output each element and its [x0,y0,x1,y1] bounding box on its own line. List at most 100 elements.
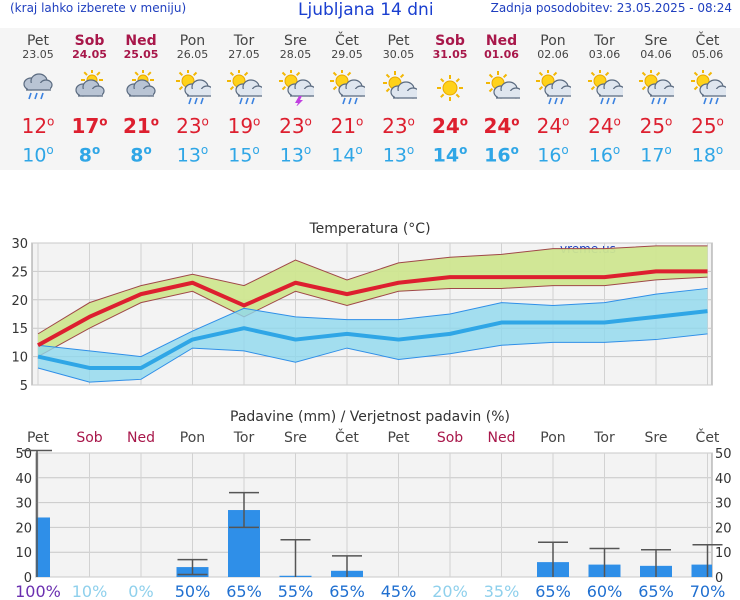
min-temp: 17o [640,143,672,167]
x-tick-label: Ned [127,430,155,446]
y-tick-label-right: 30 [715,497,732,512]
x-tick-label: Čet [335,428,359,446]
sun-cloud-rain-icon [535,69,574,106]
max-temp: 17o [71,114,108,138]
y-tick-label-right: 50 [715,447,732,462]
daily-forecast-strip: Pet 23.05 12o 10o Sob 24.05 17o 8o Ned 25.05 21o 8o… [0,28,740,170]
day-name: Pet [26,33,50,49]
max-temp: 24o [536,114,570,138]
range-band-upper [37,245,708,335]
x-tick-label: Sob [437,430,463,446]
probability-label: 100% [15,582,61,600]
max-temp: 12o [21,114,55,138]
max-temp: 25o [639,114,673,138]
day-column: Pon 02.06 24o 16o [527,28,579,170]
day-column: Pon 26.05 23o 13o [167,28,219,170]
x-tick-label: Tor [593,430,615,446]
x-tick-label: Pon [180,430,205,446]
max-temp: 23o [176,114,209,138]
y-tick-label-right: 40 [715,472,732,487]
last-update: Zadnja posodobitev: 23.05.2025 - 08:24 [490,1,732,15]
max-temp: 25o [691,114,724,138]
day-date: 24.05 [72,48,107,61]
header: (kraj lahko izberete v meniju) Ljubljana… [0,0,740,22]
max-temp: 24o [431,114,469,138]
day-date: 01.06 [484,48,519,61]
day-name: Sob [435,33,465,49]
day-date: 02.06 [537,48,569,61]
min-temp: 15o [228,143,260,167]
day-column: Pet 30.05 23o 13o [373,28,425,170]
min-temp: 8o [130,143,152,167]
min-temp: 14o [331,143,363,167]
sun-cloud-rain-icon [226,69,265,106]
day-name: Sob [74,33,105,49]
day-column: Sre 28.05 23o 13o [270,28,322,170]
y-tick-label-right: 20 [715,521,732,536]
day-name: Pon [540,33,566,49]
day-date: 03.06 [588,48,621,61]
probability-label: 65% [329,582,365,600]
min-temp: 16o [588,143,621,167]
min-temp: 8o [78,143,101,167]
precipitation-chart: Padavine (mm) / Verjetnost padavin (%) Pe… [15,409,732,600]
sun-cloud-rain-icon [329,69,368,106]
range-band [38,245,708,357]
y-tick-label: 40 [15,472,32,487]
y-tick-label: 10 [15,546,32,561]
rain-cloud-icon [20,70,56,106]
x-tick-label: Sob [76,430,102,446]
x-tick-label: Sre [284,430,307,446]
day-date: 26.05 [176,48,209,61]
probability-label: 45% [381,582,417,600]
y-tick-label: 50 [15,447,32,462]
x-tick-label: Tor [233,430,255,446]
sun-cloud-rain-icon [587,69,626,106]
precip-bar [691,564,712,577]
day-date: 25.05 [123,48,159,61]
max-temp: 21o [330,114,364,138]
partly-cloudy-icon [72,69,108,106]
chart-title: Temperatura (°C) [308,221,430,237]
min-temp: 16o [484,143,519,167]
sun-cloud-rain-icon [638,69,677,106]
x-tick-label: Ned [488,430,516,446]
range-band-lower [37,276,708,358]
sun-icon [432,70,468,106]
y-tick-label: 30 [11,237,28,252]
y-tick-label-right: 0 [715,571,723,586]
day-column: Ned 25.05 21o 8o [115,28,167,170]
day-column: Tor 03.06 24o 16o [579,28,631,170]
y-tick-label: 25 [11,265,28,280]
min-temp: 14o [432,143,468,167]
x-tick-label: Čet [696,428,720,446]
y-tick-label: 20 [11,294,28,309]
day-date: 28.05 [279,48,312,61]
probability-label: 20% [432,582,468,600]
probability-label: 10% [72,582,108,600]
day-column: Ned 01.06 24o 16o [476,28,528,170]
plot-area [35,452,713,578]
sun-cloud-rain-icon [175,69,214,106]
day-date: 05.06 [691,48,724,61]
min-temp: 18o [691,143,724,167]
probability-label: 65% [226,582,262,600]
day-name: Pet [387,33,410,49]
sun-cloud-icon [484,70,523,106]
day-name: Čet [695,33,720,49]
y-tick-label: 15 [11,322,28,337]
probability-label: 35% [484,582,520,600]
day-column: Sob 31.05 24o 14o [424,28,476,170]
day-column: Čet 29.05 21o 14o [321,28,373,170]
probability-label: 65% [535,582,571,600]
sun-cloud-rain-icon [690,69,729,106]
day-name: Čet [335,33,359,49]
sun-cloud-icon [381,70,420,106]
y-tick-label: 0 [24,571,32,586]
day-column: Sob 24.05 17o 8o [64,28,116,170]
probability-label: 60% [587,582,623,600]
day-date: 27.05 [228,48,260,61]
day-date: 04.06 [640,48,672,61]
day-column: Čet 05.06 25o 18o [682,28,734,170]
